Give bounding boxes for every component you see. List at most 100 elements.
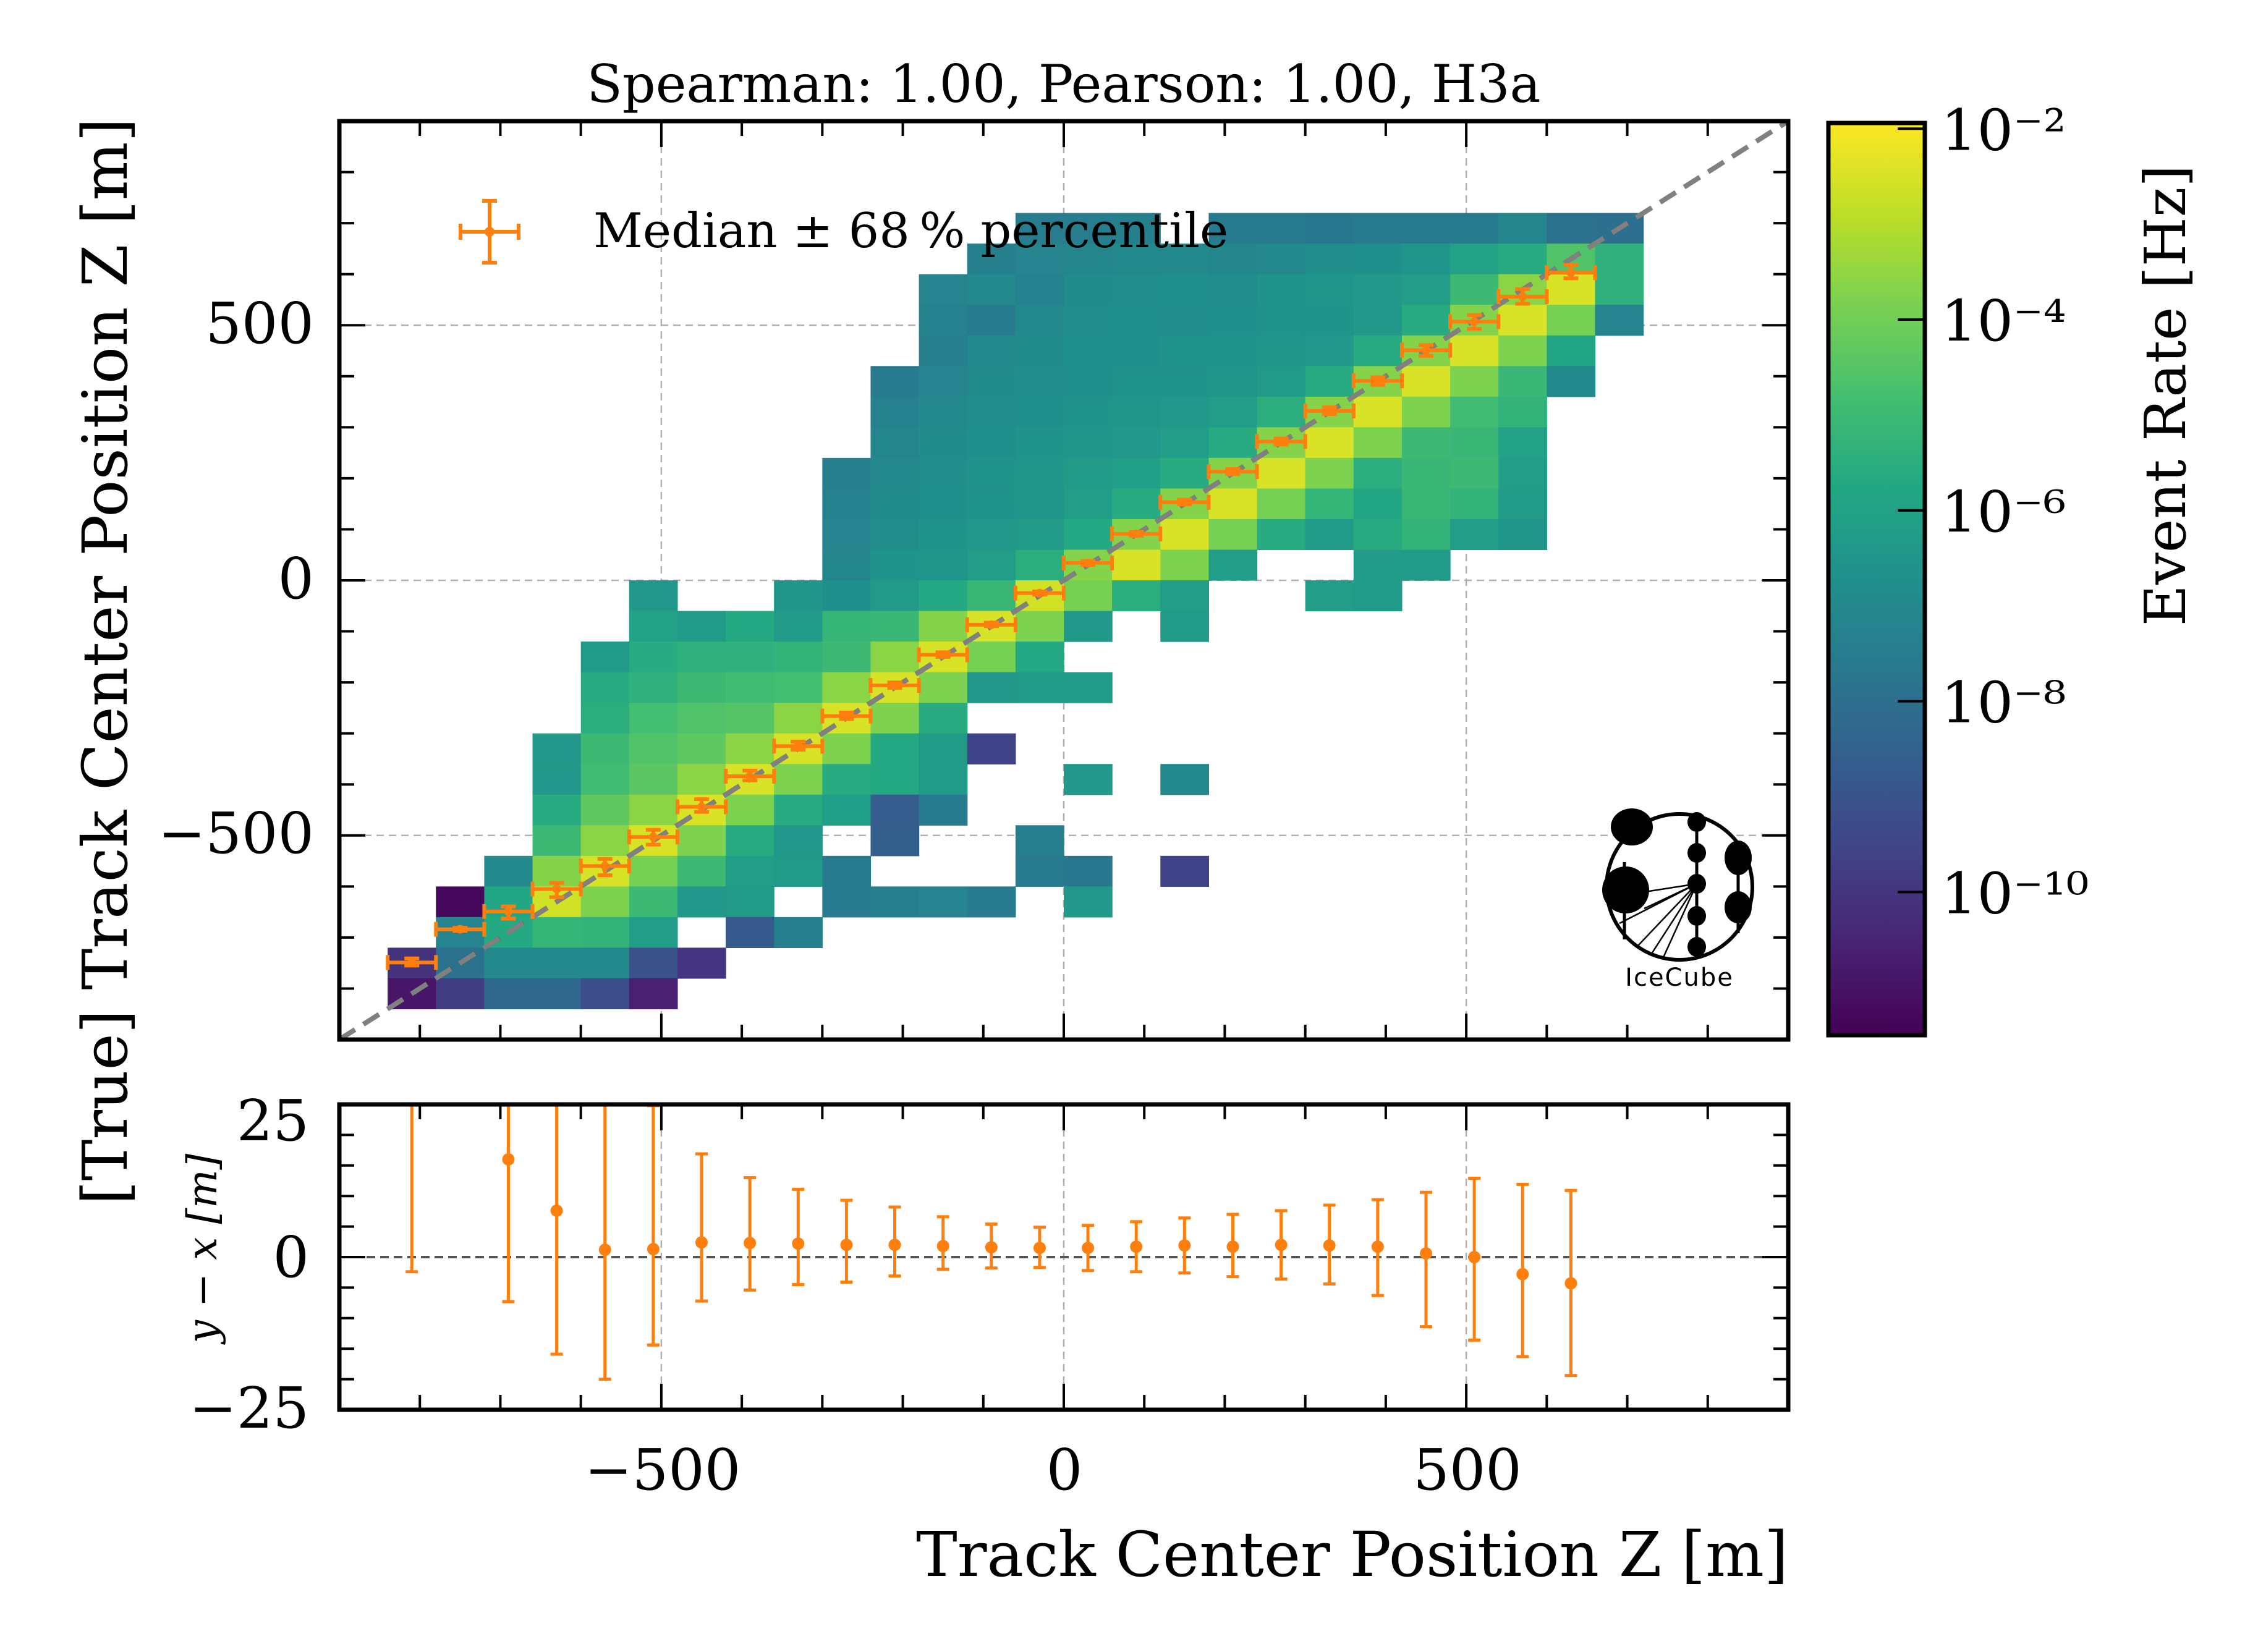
heatmap-cell	[919, 305, 968, 336]
heatmap-cell	[677, 642, 726, 673]
residual-point	[502, 1104, 515, 1303]
residual-marker	[1468, 1251, 1481, 1263]
heatmap-cell	[870, 886, 920, 918]
heatmap-cell	[677, 886, 726, 918]
heatmap-cell	[629, 672, 678, 703]
residual-point	[647, 1104, 660, 1347]
heatmap-cell	[774, 580, 823, 612]
median-point	[917, 647, 969, 663]
heatmap-cell	[1498, 427, 1547, 459]
heatmap-cell	[919, 580, 968, 612]
heatmap-cell	[774, 917, 823, 948]
heatmap-cell	[1112, 213, 1161, 244]
residual-point	[1420, 1190, 1432, 1329]
median-marker	[1276, 437, 1286, 446]
heatmap-cell	[1595, 305, 1644, 336]
heatmap-cell	[629, 794, 678, 826]
median-marker	[1035, 588, 1044, 598]
heatmap-cell	[532, 917, 582, 948]
heatmap-cell	[629, 978, 678, 1010]
heatmap-cell	[1015, 366, 1064, 397]
heatmap-cell	[1401, 366, 1451, 397]
heatmap-cell	[1015, 396, 1064, 428]
median-marker	[1228, 467, 1237, 477]
colorbar: 10⁻² 10⁻⁴ 10⁻⁶ 10⁻⁸ 10⁻¹⁰ Event Rate [Hz]	[1826, 97, 2199, 1038]
residual-marker	[888, 1239, 901, 1252]
heatmap-cell	[532, 947, 582, 979]
heatmap-cell	[822, 855, 872, 887]
chart-title: Spearman: 1.00, Pearson: 1.00, H3a	[587, 54, 1540, 114]
heatmap-cell	[822, 549, 872, 581]
heatmap-cell	[1064, 305, 1113, 336]
heatmap-cell	[629, 611, 678, 642]
residual-points	[405, 1104, 1577, 1381]
heatmap-cell	[677, 947, 726, 979]
heatmap-cell	[1015, 855, 1064, 887]
heatmap-cell	[677, 855, 726, 887]
heatmap-cell	[967, 549, 1016, 581]
heatmap-cell	[1015, 611, 1064, 642]
median-point	[724, 768, 776, 784]
heatmap-cell	[1498, 396, 1547, 428]
heatmap-cell	[1547, 213, 1596, 244]
heatmap-cell	[1015, 244, 1064, 275]
residual-point	[598, 1104, 611, 1381]
median-point	[434, 921, 486, 937]
residual-marker	[744, 1237, 757, 1250]
heatmap-cell	[1112, 457, 1161, 489]
y-tick-label: −500	[158, 800, 314, 866]
heatmap-cell	[1208, 335, 1258, 366]
heatmap-cell	[1401, 457, 1451, 489]
residual-point	[1275, 1209, 1288, 1281]
median-marker	[600, 862, 609, 871]
colorbar-tick-label: 10⁻¹⁰	[1941, 860, 2089, 926]
heatmap-cell	[580, 917, 630, 948]
heatmap-cell	[1112, 488, 1161, 520]
heatmap-cell	[1160, 519, 1209, 551]
heatmap-cell	[1112, 427, 1161, 459]
heatmap-cell	[919, 488, 968, 520]
heatmap-cell	[1015, 672, 1064, 703]
heatmap-cell	[1353, 244, 1403, 275]
median-point	[1448, 313, 1501, 331]
heatmap-cell	[919, 427, 968, 459]
heatmap-cell	[919, 366, 968, 397]
heatmap-cell	[1547, 366, 1596, 397]
median-point	[530, 881, 583, 899]
heatmap-cell	[967, 396, 1016, 428]
heatmap-cell	[1208, 213, 1258, 244]
heatmap-cell	[919, 611, 968, 642]
heatmap-cell	[870, 794, 920, 826]
legend: Median ± 68 % percentile	[459, 199, 1228, 265]
heatmap-cell	[1015, 427, 1064, 459]
heatmap-cell	[1208, 549, 1258, 581]
icecube-logo-text: IceCube	[1625, 964, 1734, 992]
heatmap-cell	[726, 733, 775, 765]
residual-marker	[1323, 1239, 1336, 1252]
median-point	[1303, 403, 1356, 418]
residual-point	[1082, 1224, 1095, 1273]
heatmap-cell	[1450, 396, 1499, 428]
median-point	[675, 797, 728, 815]
heatmap-cell	[1305, 580, 1354, 612]
heatmap-cell	[870, 427, 920, 459]
heatmap-cell	[1112, 244, 1161, 275]
heatmap-cell	[774, 794, 823, 826]
colorbar-tick-label: 10⁻⁸	[1941, 670, 2066, 736]
heatmap-cell	[1064, 488, 1113, 520]
heatmap-cell	[1401, 274, 1451, 305]
heatmap-cell	[1450, 335, 1499, 366]
residual-point	[840, 1198, 853, 1284]
residual-marker	[1178, 1239, 1191, 1252]
heatmap-cell	[629, 764, 678, 795]
heatmap-cell	[436, 978, 485, 1010]
heatmap-cell	[629, 703, 678, 734]
heatmap-cell	[677, 672, 726, 703]
heatmap-cell	[677, 611, 726, 642]
median-errorbars	[386, 263, 1597, 970]
heatmap-cell	[1450, 244, 1499, 275]
median-marker	[794, 742, 803, 751]
heatmap-cell	[919, 457, 968, 489]
heatmap-cell	[822, 733, 872, 765]
colorbar-gradient	[1828, 123, 1925, 1035]
